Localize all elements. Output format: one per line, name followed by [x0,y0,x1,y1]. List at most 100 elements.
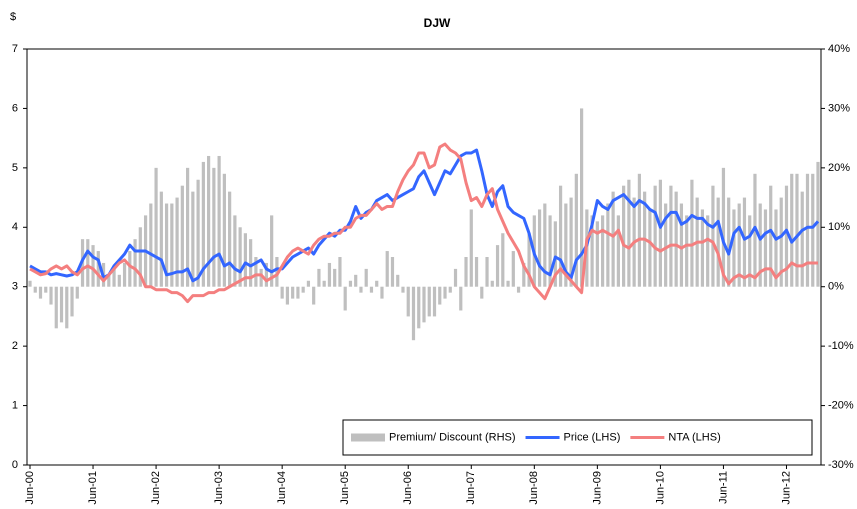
bar [774,209,778,287]
bar [138,227,142,287]
bar [175,197,179,287]
bar [222,173,226,287]
bar [669,185,673,287]
bar [333,268,337,287]
bar [674,191,678,287]
bar [690,179,694,287]
bar [679,203,684,287]
bar [33,286,37,293]
x-tick-label: Jun-09 [591,471,603,505]
bar [264,262,268,287]
bar [769,185,773,287]
bar [359,286,363,293]
y-tick-label: 5 [12,162,18,174]
bar [327,262,332,287]
bar [506,280,510,287]
bar [595,221,599,287]
bar [375,280,379,287]
bar [779,197,783,287]
bar [86,239,90,287]
x-tick-label: Jun-11 [717,471,729,504]
chart-title: DJW [424,16,451,30]
bar [117,274,121,287]
bar [580,108,584,287]
x-tick-label: Jun-03 [213,471,225,505]
y-tick-label: 3 [12,281,18,293]
bar [727,197,731,287]
bar [369,286,374,293]
bar [469,209,473,287]
bar [59,286,64,323]
bar [280,286,284,299]
bar [548,215,552,287]
bar [191,191,195,287]
bar [590,215,594,287]
bar [406,286,410,317]
bar [133,239,137,287]
bar [611,191,615,287]
bar [343,286,347,311]
x-tick-label: Jun-04 [276,471,288,505]
bar [748,215,752,287]
bar [364,268,368,287]
bar [207,155,211,287]
bar [443,286,447,299]
bar [54,286,58,329]
bar [254,257,258,287]
x-tick-label: Jun-02 [150,471,162,505]
bar [396,274,400,287]
bar [637,173,641,287]
bar [474,257,479,287]
bar [448,286,452,293]
bar [49,286,53,305]
legend-label: NTA (LHS) [668,431,720,443]
bar [385,251,389,287]
bar [569,197,573,287]
bar [159,191,163,287]
bar [564,203,568,287]
bar [212,167,216,287]
y2-tick-label: -20% [828,399,854,411]
bar [658,179,662,287]
bar [243,233,247,287]
bar [275,257,279,287]
legend-box [342,419,813,456]
bar [196,179,200,287]
bar [65,286,69,329]
x-tick-label: Jun-08 [528,471,540,505]
x-tick-label: Jun-01 [87,471,99,505]
bar [522,262,526,287]
bar [128,251,132,287]
bar [107,274,111,287]
bar [122,262,127,287]
x-tick-label: Jun-07 [465,471,477,505]
bar [795,173,799,287]
y2-tick-label: -30% [828,459,854,471]
bar [558,185,563,287]
bar [700,209,705,287]
bar [228,191,232,287]
bar [285,286,290,305]
bar [527,233,531,287]
bar [28,280,32,287]
bar [422,286,426,323]
bar [459,286,463,311]
bar [432,286,437,317]
bar [306,280,311,287]
bar [91,245,95,287]
bar [75,286,79,299]
bar [790,173,794,287]
bar [622,185,626,287]
bar [627,179,631,287]
bar [249,239,253,287]
bar [217,155,221,287]
bar [170,203,174,287]
y2-tick-label: 0% [828,281,844,293]
bar [495,245,500,287]
y-axis-label: $ [10,11,16,23]
bar [574,173,578,287]
bar [270,215,274,287]
x-tick-label: Jun-10 [654,471,666,505]
bar [301,286,305,293]
